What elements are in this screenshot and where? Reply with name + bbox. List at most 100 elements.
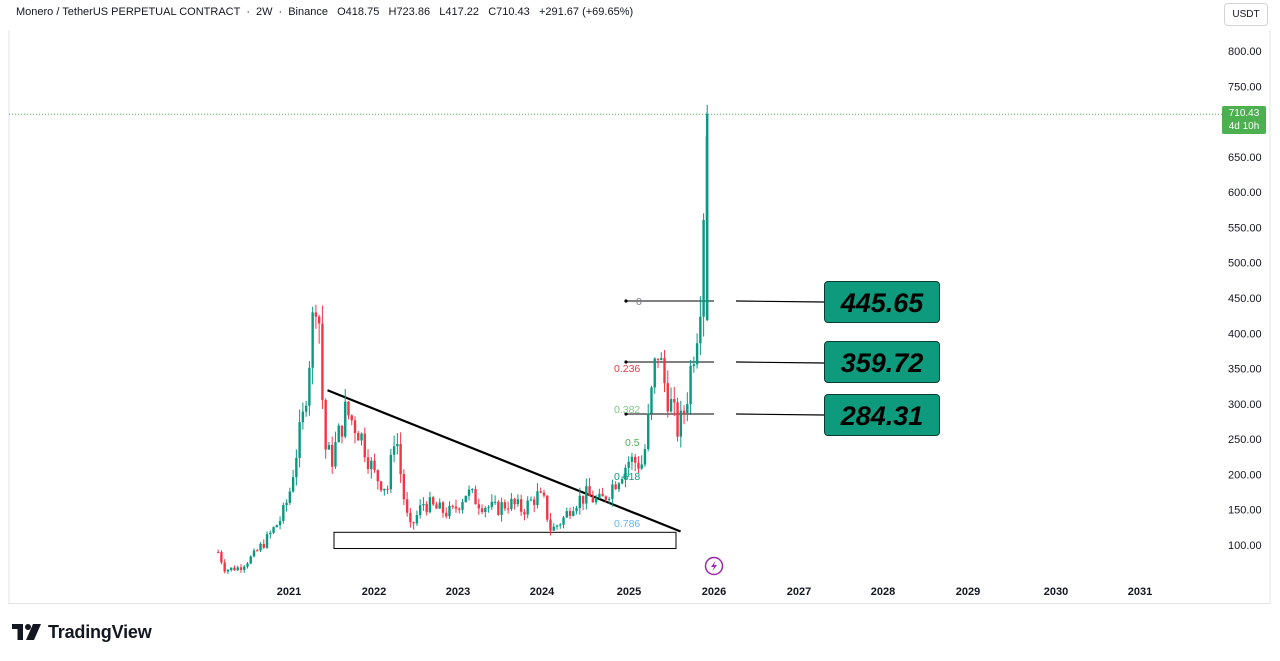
- candle-body: [467, 489, 471, 496]
- candle-body: [503, 502, 507, 509]
- candle-body: [373, 460, 376, 471]
- candle-body: [445, 512, 448, 517]
- candle-body: [695, 343, 699, 365]
- candle-body: [549, 519, 552, 531]
- candle-body: [409, 512, 412, 523]
- candle-body: [425, 503, 428, 513]
- candle-body: [233, 567, 236, 571]
- candle-body: [308, 367, 311, 406]
- x-tick-label: 2023: [446, 586, 470, 598]
- candle-body: [441, 502, 445, 513]
- candle-body: [415, 515, 419, 524]
- candle-body: [422, 503, 425, 506]
- y-tick-label: 200.00: [1228, 469, 1262, 481]
- candle-body: [471, 489, 474, 491]
- candle-body: [523, 511, 526, 515]
- candle-body: [630, 456, 634, 462]
- candle-body: [679, 410, 683, 437]
- x-tick-label: 2024: [530, 586, 555, 598]
- candle-body: [451, 505, 454, 507]
- candle-body: [337, 425, 340, 443]
- chart-header: Monero / TetherUS PERPETUAL CONTRACT · 2W ·…: [16, 6, 634, 18]
- candle-body: [676, 402, 679, 437]
- candle-body: [252, 550, 256, 557]
- candle-body: [321, 323, 324, 401]
- candle-body: [461, 502, 464, 510]
- candle-body: [660, 358, 663, 360]
- y-tick-label: 350.00: [1228, 364, 1262, 376]
- candle-body: [506, 508, 510, 510]
- candle-body: [262, 543, 265, 548]
- candle-body: [259, 543, 262, 551]
- candle-body: [363, 433, 366, 458]
- candle-body: [226, 569, 230, 572]
- candle-body: [295, 457, 298, 478]
- candle-body: [334, 442, 337, 467]
- candle-body: [480, 508, 484, 513]
- x-tick-label: 2031: [1128, 586, 1152, 598]
- candle-body: [546, 495, 549, 520]
- candle-body: [598, 493, 601, 498]
- y-tick-label: 500.00: [1228, 258, 1262, 270]
- x-tick-label: 2026: [702, 586, 726, 598]
- fib-anchor-dot: [624, 299, 628, 303]
- y-tick-label: 650.00: [1228, 152, 1262, 164]
- x-tick-label: 2022: [362, 586, 386, 598]
- candle-body: [448, 505, 451, 517]
- candle-body: [265, 534, 269, 548]
- currency-button[interactable]: USDT: [1224, 3, 1268, 26]
- candle-body: [555, 525, 559, 527]
- ohlc-high: H723.86: [388, 6, 431, 18]
- candle-body: [386, 488, 389, 490]
- candle-body: [627, 461, 630, 468]
- candle-body: [682, 410, 686, 414]
- candle-body: [246, 563, 249, 567]
- level-connector-line: [735, 413, 825, 416]
- candle-body: [379, 481, 383, 491]
- tradingview-logo-icon: [12, 624, 41, 640]
- candle-body: [516, 499, 520, 505]
- candle-body: [594, 497, 598, 503]
- x-tick-label: 2027: [787, 586, 811, 598]
- candle-body: [288, 491, 292, 503]
- candle-body: [686, 404, 689, 414]
- candle-body: [428, 497, 432, 513]
- symbol-name[interactable]: Monero / TetherUS PERPETUAL CONTRACT: [16, 6, 241, 18]
- y-tick-label: 750.00: [1228, 81, 1262, 93]
- candle-body: [578, 495, 582, 509]
- candle-body: [340, 425, 344, 437]
- candle-body: [585, 486, 588, 504]
- candle-body: [689, 366, 692, 405]
- level-box-1: 445.65: [824, 281, 940, 323]
- support-zone: [333, 531, 677, 550]
- candle-body: [500, 502, 503, 515]
- candle-body: [370, 460, 373, 470]
- candle-body: [692, 364, 696, 367]
- candle-body: [699, 316, 702, 344]
- candle-body: [360, 433, 363, 441]
- candle-body: [298, 422, 301, 458]
- candle-body: [510, 498, 513, 510]
- level-connector-line: [735, 300, 825, 303]
- candle-body: [493, 501, 497, 503]
- tradingview-logo[interactable]: TradingView: [12, 622, 152, 642]
- candle-body: [653, 358, 656, 388]
- x-tick-label: 2030: [1044, 586, 1068, 598]
- x-tick-label: 2021: [277, 586, 301, 598]
- candle-body: [272, 527, 275, 533]
- candle-body: [529, 499, 533, 501]
- candle-body: [301, 411, 305, 423]
- candle-body: [216, 552, 220, 554]
- candle-body: [392, 446, 396, 455]
- candle-body: [601, 493, 604, 497]
- event-lightning-icon[interactable]: [704, 556, 724, 576]
- interval-label[interactable]: 2W: [256, 6, 273, 18]
- candle-body: [285, 502, 288, 506]
- candle-body: [438, 502, 441, 509]
- y-tick-label: 250.00: [1228, 434, 1262, 446]
- candle-body: [396, 443, 399, 447]
- candle-body: [536, 491, 539, 506]
- x-axis[interactable]: 2021 2022 2023 2024 2025 2026 2027 2028 2029 2030…: [277, 586, 1152, 598]
- fib-label: 0.786: [614, 518, 640, 530]
